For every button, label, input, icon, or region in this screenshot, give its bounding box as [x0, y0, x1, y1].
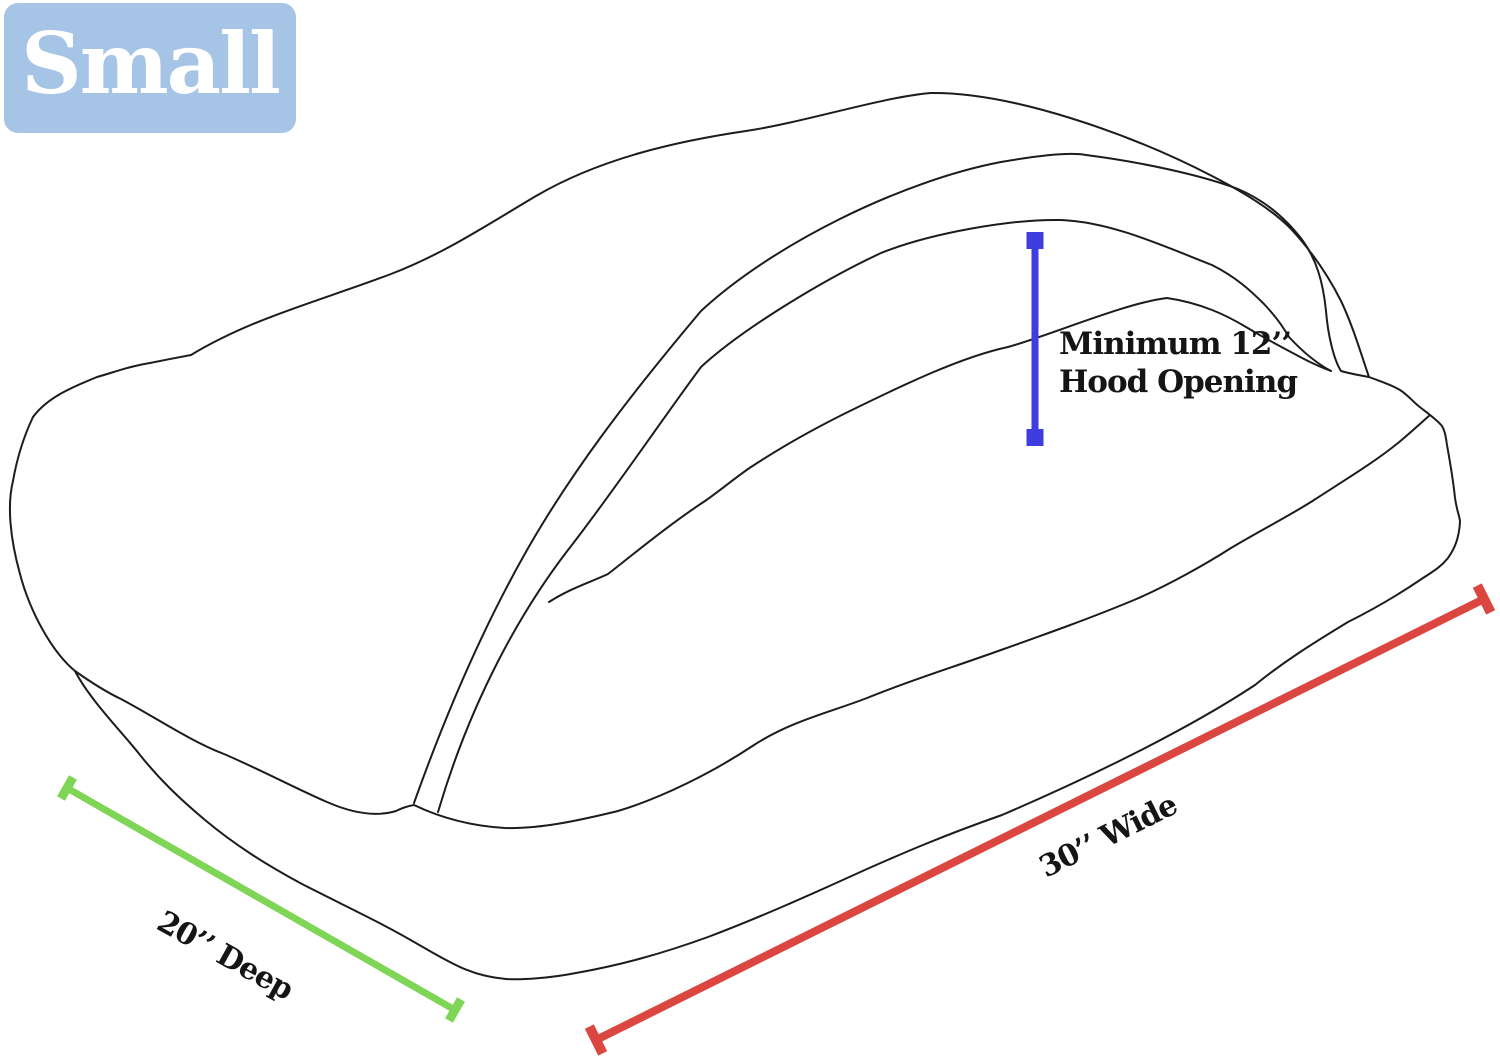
width-dimension-label: 30’’ Wide [1034, 787, 1183, 885]
depth-dimension-top-cap [57, 775, 77, 801]
bed-outer-outline-path [8, 91, 1461, 981]
depth-dimension-line [65, 784, 457, 1014]
width-dimension-right-cap [1472, 583, 1496, 615]
width-dimension-line [594, 595, 1486, 1044]
depth-dimension-bottom-cap [445, 997, 465, 1023]
size-badge-label: Small [21, 14, 281, 113]
size-badge: Small [4, 3, 296, 133]
hood-arch-outer-path [413, 152, 1370, 804]
depth-dimension: 20’’ Deep [57, 775, 465, 1023]
hood-opening-lower-path [548, 297, 1332, 603]
hood-arch-inner-path [437, 218, 1332, 813]
width-dimension: 30’’ Wide [584, 583, 1496, 1056]
hood-opening-dimension-top-cap [1026, 232, 1044, 249]
hood-opening-label-line1: Minimum 12’’ [1059, 326, 1291, 362]
hood-opening-label-line2: Hood Opening [1059, 364, 1297, 400]
bed-sketch [8, 91, 1461, 981]
depth-dimension-label: 20’’ Deep [151, 904, 299, 1007]
hood-opening-dimension-bottom-cap [1026, 429, 1044, 446]
width-dimension-left-cap [584, 1024, 608, 1056]
hood-opening-dimension: Minimum 12’’ Hood Opening [1026, 232, 1298, 446]
cushion-seam-path [74, 414, 1431, 830]
